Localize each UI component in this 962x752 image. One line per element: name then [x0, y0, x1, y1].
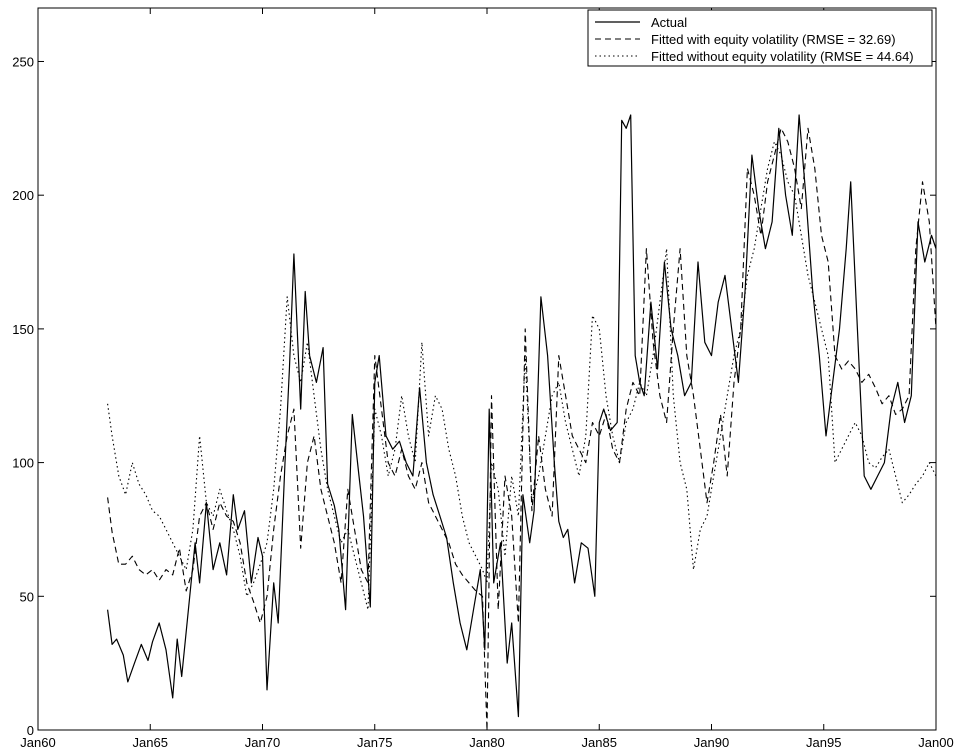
y-tick-label: 250 — [12, 54, 34, 69]
x-tick-label: Jan60 — [20, 735, 55, 750]
x-tick-label: Jan80 — [469, 735, 504, 750]
x-tick-label: Jan00 — [918, 735, 953, 750]
axis-ticks — [37, 8, 937, 731]
legend-box — [587, 9, 933, 67]
legend-label-actual: Actual — [651, 15, 687, 30]
y-tick-label: 100 — [12, 456, 34, 471]
x-tick-label: Jan90 — [694, 735, 729, 750]
y-tick-label: 50 — [20, 589, 34, 604]
x-axis-tick-labels: Jan60 Jan65 Jan70 Jan75 Jan80 Jan85 Jan90 Jan95… — [20, 735, 953, 750]
plot-frame — [37, 7, 937, 731]
x-tick-label: Jan65 — [133, 735, 168, 750]
y-axis-tick-labels: 0 50 100 150 200 250 — [12, 54, 34, 738]
series-line-actual — [107, 114, 937, 718]
y-tick-label: 0 — [27, 723, 34, 738]
x-tick-label: Jan75 — [357, 735, 392, 750]
x-tick-label: Jan95 — [806, 735, 841, 750]
legend-label-without-vol: Fitted without equity volatility (RMSE =… — [651, 49, 914, 64]
x-tick-label: Jan85 — [582, 735, 617, 750]
series-line-without-equity-volatility — [107, 141, 937, 611]
series-group — [107, 114, 937, 731]
legend: Actual Fitted with equity volatility (RM… — [587, 9, 933, 67]
y-tick-label: 150 — [12, 322, 34, 337]
y-tick-label: 200 — [12, 188, 34, 203]
x-tick-label: Jan70 — [245, 735, 280, 750]
legend-label-with-vol: Fitted with equity volatility (RMSE = 32… — [651, 32, 896, 47]
series-line-with-equity-volatility — [107, 127, 937, 731]
